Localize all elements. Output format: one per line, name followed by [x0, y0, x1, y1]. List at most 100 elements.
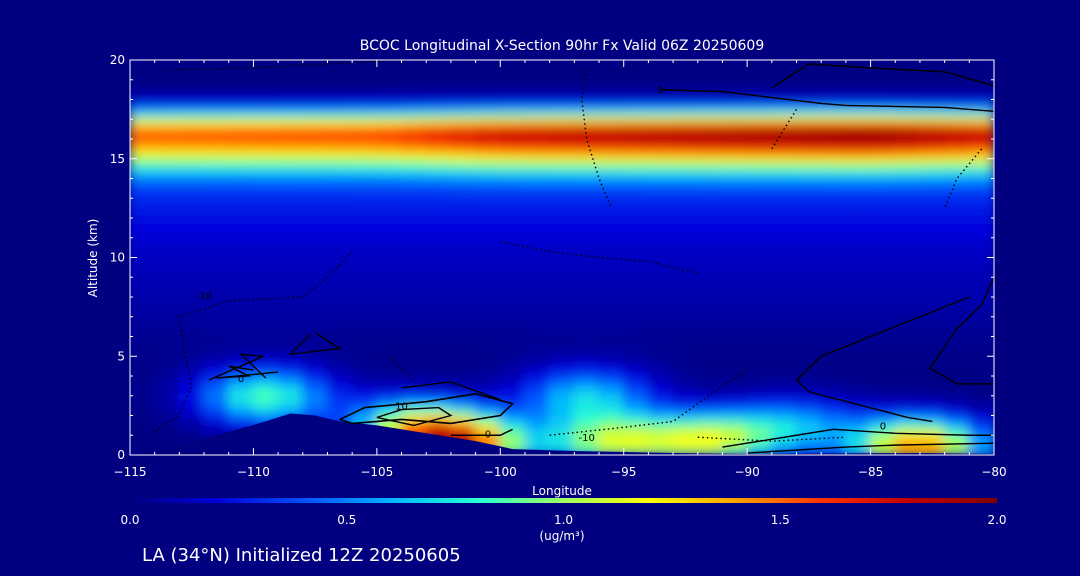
heatmap-cell — [203, 315, 230, 323]
heatmap-cell — [721, 221, 749, 229]
heatmap-cell — [523, 63, 551, 71]
heatmap-cell — [918, 350, 946, 358]
heatmap-cell — [301, 167, 329, 175]
heatmap-cell — [400, 345, 428, 353]
heatmap-cell — [252, 167, 280, 175]
heatmap-cell — [696, 113, 724, 121]
heatmap-cell — [770, 370, 798, 377]
heatmap-cell — [844, 177, 872, 185]
heatmap-cell — [130, 414, 156, 422]
heatmap-cell — [968, 286, 994, 294]
heatmap-cell — [277, 212, 304, 219]
heatmap-cell — [449, 217, 477, 224]
heatmap-cell — [672, 68, 699, 76]
heatmap-cell — [721, 399, 749, 407]
heatmap-cell — [647, 424, 675, 432]
heatmap-cell — [375, 98, 403, 106]
heatmap-cell — [400, 330, 428, 338]
heatmap-cell — [943, 305, 971, 313]
heatmap-cell — [425, 345, 452, 353]
heatmap-cell — [449, 63, 477, 71]
heatmap-cell — [400, 108, 428, 116]
heatmap-cell — [499, 424, 526, 432]
heatmap-cell — [746, 444, 773, 452]
heatmap-cell — [153, 434, 181, 442]
heatmap-cell — [598, 123, 625, 131]
heatmap-cell — [844, 379, 872, 387]
heatmap-cell — [130, 187, 156, 195]
heatmap-cell — [400, 103, 428, 111]
heatmap-cell — [820, 236, 847, 244]
heatmap-cell — [869, 162, 897, 170]
heatmap-cell — [375, 157, 403, 165]
heatmap-cell — [696, 296, 724, 303]
heatmap-cell — [844, 236, 872, 244]
wind-contours — [154, 60, 994, 454]
heatmap-cell — [178, 409, 206, 417]
heatmap-cell — [968, 365, 994, 373]
heatmap-cell — [598, 246, 625, 254]
heatmap-cell — [894, 83, 921, 91]
heatmap-cell — [869, 384, 897, 392]
heatmap-cell — [622, 221, 650, 229]
heatmap-cell — [277, 330, 304, 338]
heatmap-cell — [326, 389, 354, 397]
heatmap-cell — [672, 389, 699, 397]
heatmap-cell — [400, 355, 428, 363]
heatmap-cell — [301, 291, 329, 298]
heatmap-cell — [746, 63, 773, 71]
heatmap-cell — [474, 60, 502, 66]
heatmap-cell — [820, 133, 847, 140]
heatmap-cell — [203, 429, 230, 437]
heatmap-cell — [252, 409, 280, 417]
heatmap-cell — [622, 276, 650, 284]
heatmap-cell — [647, 300, 675, 308]
heatmap-cell — [326, 340, 354, 348]
heatmap-cell — [943, 73, 971, 81]
heatmap-cell — [130, 73, 156, 81]
heatmap-cell — [918, 172, 946, 180]
heatmap-cell — [351, 83, 378, 91]
heatmap-cell — [548, 320, 576, 328]
heatmap-cell — [598, 147, 625, 155]
heatmap-cell — [968, 276, 994, 284]
heatmap-cell — [178, 192, 206, 200]
heatmap-cell — [474, 113, 502, 121]
heatmap-cell — [573, 123, 601, 131]
heatmap-cell — [425, 142, 452, 150]
heatmap-cell — [252, 83, 280, 91]
heatmap-cell — [548, 172, 576, 180]
heatmap-cell — [425, 192, 452, 200]
heatmap-cell — [523, 379, 551, 387]
heatmap-cell — [894, 419, 921, 427]
heatmap-cell — [425, 78, 452, 86]
heatmap-cell — [523, 404, 551, 412]
heatmap-cell — [499, 73, 526, 81]
heatmap-cell — [400, 276, 428, 284]
heatmap-cell — [820, 221, 847, 229]
heatmap-cell — [869, 63, 897, 71]
heatmap-cell — [696, 370, 724, 377]
heatmap-cell — [795, 217, 823, 224]
heatmap-cell — [721, 271, 749, 279]
heatmap-cell — [301, 340, 329, 348]
heatmap-cell — [301, 305, 329, 313]
heatmap-cell — [227, 192, 255, 200]
heatmap-cell — [227, 182, 255, 190]
x-tick-label: −110 — [237, 465, 270, 479]
heatmap-cell — [770, 281, 798, 289]
heatmap-cell — [672, 449, 699, 455]
heatmap-cell — [672, 360, 699, 368]
heatmap-cell — [548, 384, 576, 392]
heatmap-cell — [968, 221, 994, 229]
heatmap-cell — [301, 78, 329, 86]
heatmap-cell — [548, 221, 576, 229]
heatmap-cell — [375, 404, 403, 412]
heatmap-cell — [499, 370, 526, 377]
heatmap-cell — [795, 83, 823, 91]
heatmap-cell — [178, 291, 206, 298]
heatmap-cell — [548, 261, 576, 269]
heatmap-cell — [968, 93, 994, 101]
heatmap-cell — [523, 325, 551, 333]
